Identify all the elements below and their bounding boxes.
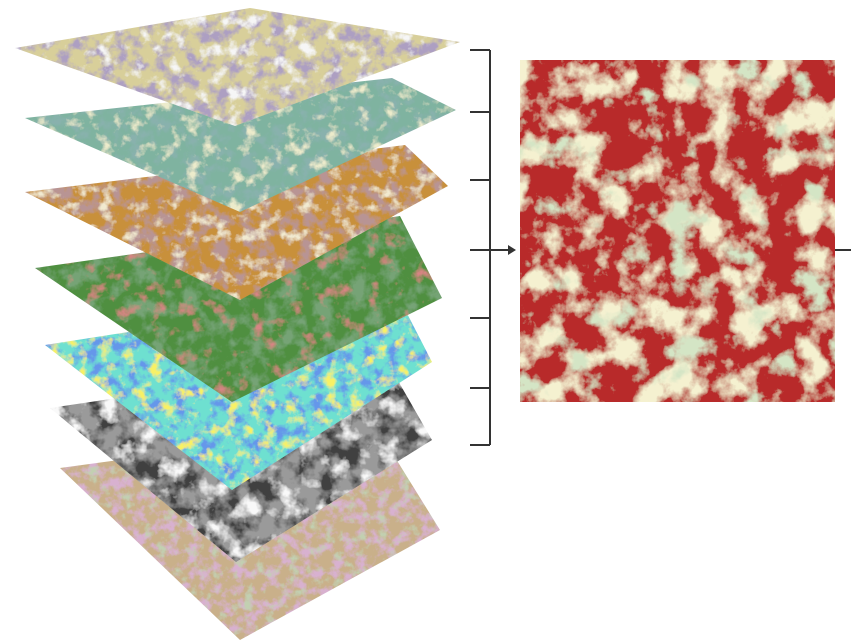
composite-map xyxy=(520,60,835,402)
layers xyxy=(15,8,460,640)
bracket xyxy=(470,49,508,446)
arrow-head xyxy=(508,245,516,255)
